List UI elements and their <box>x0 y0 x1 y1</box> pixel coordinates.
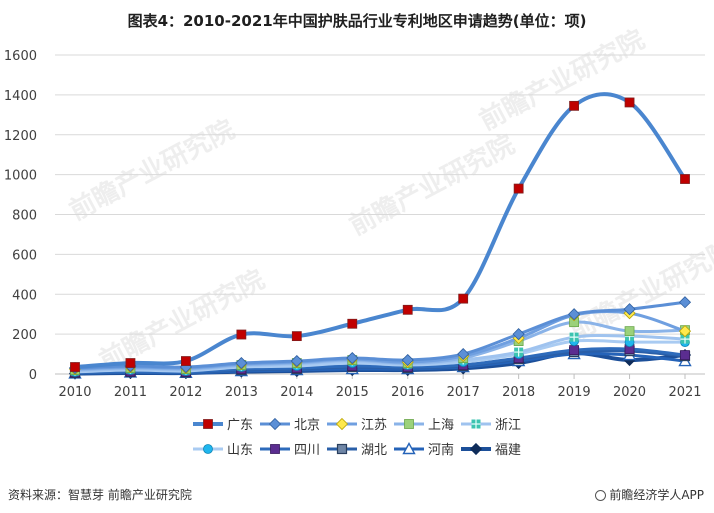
source-note: 资料来源：智慧芽 前瞻产业研究院 <box>8 488 192 502</box>
legend-label: 福建 <box>495 443 521 458</box>
legend-item: 浙江 <box>461 418 521 433</box>
data-point-marker <box>291 331 302 342</box>
x-tick-label: 2011 <box>114 385 147 400</box>
legend-item: 北京 <box>260 417 320 433</box>
x-tick-label: 2014 <box>280 385 313 400</box>
legend-label: 上海 <box>428 418 454 433</box>
data-point-marker <box>203 419 213 429</box>
data-point-marker <box>404 419 414 429</box>
x-tick-label: 2017 <box>447 385 480 400</box>
line-chart: 0 200 400 600 800 1000 1200 1400 1600 2010 2011 201… <box>4 49 705 458</box>
marker-part <box>569 332 579 342</box>
data-point-marker <box>569 100 579 111</box>
series-1 <box>70 92 690 372</box>
y-tick-label: 200 <box>12 328 37 343</box>
y-tick-label: 1000 <box>4 169 37 184</box>
data-point-marker <box>268 417 282 431</box>
x-tick-label: 2013 <box>225 385 258 400</box>
legend-label: 浙江 <box>495 418 521 433</box>
data-point-marker <box>458 293 469 304</box>
data-point-marker <box>469 442 483 456</box>
data-point-marker <box>125 358 136 368</box>
y-tick-label: 1400 <box>4 89 37 104</box>
legend-item: 河南 <box>394 442 454 458</box>
y-tick-label: 800 <box>12 209 37 224</box>
data-point-marker <box>513 183 524 194</box>
x-tick-label: 2012 <box>169 385 202 400</box>
legend-label: 北京 <box>294 418 320 433</box>
brand-label: 前瞻经济学人APP <box>595 486 704 503</box>
data-point-marker <box>235 356 248 370</box>
data-point-marker <box>270 444 280 454</box>
data-point-marker <box>335 417 349 431</box>
legend-label: 广东 <box>227 418 253 433</box>
data-point-marker <box>471 419 481 429</box>
data-point-marker <box>569 332 579 342</box>
data-point-marker <box>401 353 414 367</box>
data-point-marker <box>568 308 581 321</box>
data-point-marker <box>70 362 80 372</box>
data-point-marker <box>457 347 470 361</box>
y-tick-label: 600 <box>12 248 37 263</box>
data-point-marker <box>569 345 579 355</box>
legend-item: 湖北 <box>327 443 387 458</box>
chart-title: 图表4：2010-2021年中国护肤品行业专利地区申请趋势(单位：项) <box>127 12 587 30</box>
data-point-marker <box>336 443 348 455</box>
data-point-marker <box>347 318 358 329</box>
data-point-marker <box>680 174 690 184</box>
data-point-marker <box>623 303 636 316</box>
legend-label: 江苏 <box>361 417 387 433</box>
legend-label: 山东 <box>227 443 253 458</box>
data-point-marker <box>181 356 191 366</box>
data-point-marker <box>514 347 524 357</box>
brand-logo-icon <box>595 490 607 501</box>
brand-text: 前瞻经济学人APP <box>609 488 704 502</box>
data-point-marker <box>203 444 213 454</box>
data-point-marker <box>402 442 416 455</box>
marker-part <box>471 419 481 429</box>
legend-item: 山东 <box>193 443 253 458</box>
legend-label: 河南 <box>428 442 454 458</box>
legend-label: 四川 <box>294 443 320 458</box>
data-point-marker <box>678 325 692 338</box>
x-tick-label: 2016 <box>391 385 424 400</box>
data-point-marker <box>624 326 635 337</box>
x-tick-label: 2018 <box>502 385 535 400</box>
x-tick-label: 2015 <box>336 385 369 400</box>
x-tick-label: 2020 <box>613 385 646 400</box>
legend-item: 福建 <box>461 442 521 458</box>
y-tick-label: 0 <box>29 368 37 383</box>
data-point-marker <box>680 350 690 360</box>
data-point-marker <box>402 304 413 315</box>
data-point-marker <box>290 354 303 368</box>
y-tick-label: 1600 <box>4 49 37 64</box>
legend-item: 广东 <box>193 418 253 433</box>
y-tick-label: 400 <box>12 288 37 303</box>
data-point-marker <box>678 296 692 309</box>
data-point-marker <box>346 351 359 365</box>
legend-item: 江苏 <box>327 417 387 433</box>
x-tick-label: 2019 <box>558 385 591 400</box>
legend-item: 四川 <box>260 443 320 458</box>
y-tick-label: 1200 <box>4 129 37 144</box>
legend-item: 上海 <box>394 418 454 433</box>
data-point-marker <box>512 328 525 341</box>
x-tick-label: 2021 <box>668 385 701 400</box>
data-point-marker <box>624 97 635 108</box>
marker-part <box>514 347 524 357</box>
legend-label: 湖北 <box>361 443 387 458</box>
x-tick-label: 2010 <box>58 385 91 400</box>
data-point-marker <box>236 329 247 340</box>
